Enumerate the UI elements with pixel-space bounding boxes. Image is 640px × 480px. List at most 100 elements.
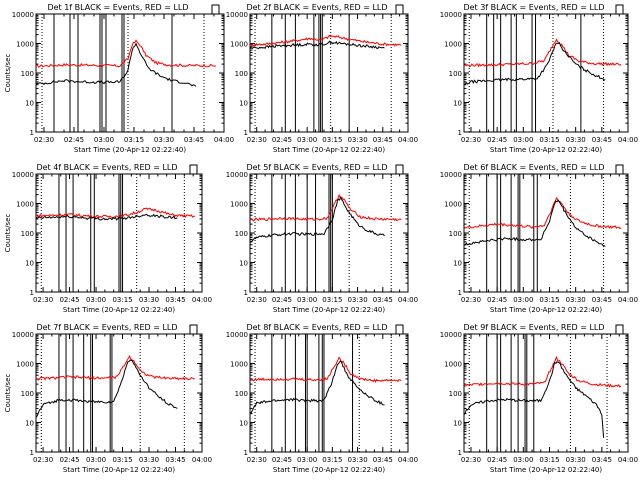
y-tick-label: 1 [30, 289, 34, 297]
x-tick-label: 02:45 [272, 456, 292, 464]
plot-frame [249, 13, 409, 133]
x-tick-label: 03:45 [592, 296, 612, 304]
y-tick-label: 1000 [230, 201, 248, 209]
x-tick-label: 03:45 [165, 456, 185, 464]
y-axis-label: Counts/sec [4, 374, 12, 413]
events-series-line [250, 360, 385, 414]
chart-panel-2: Det 2f BLACK = Events, RED = LLD 1 10 100 10… [226, 3, 418, 154]
y-tick-label: 100 [235, 390, 248, 398]
chart-panel-8: Det 8f BLACK = Events, RED = LLD 1 10 100 10… [226, 323, 418, 474]
y-axis-label: Counts/sec [4, 54, 12, 93]
x-tick-label: 04:00 [214, 136, 234, 144]
x-tick-label: 03:00 [94, 136, 114, 144]
x-tick-label: 03:45 [184, 136, 204, 144]
x-tick-label: 04:00 [398, 296, 418, 304]
y-tick-label: 10 [453, 420, 462, 428]
y-tick-label: 10 [239, 420, 248, 428]
chart-title: Det 1f BLACK = Events, RED = LLD [47, 3, 188, 12]
x-tick-label: 03:30 [566, 456, 586, 464]
y-tick-label: 10000 [440, 331, 462, 339]
y-axis-label: Counts/sec [4, 214, 12, 253]
y-tick-label: 1000 [230, 361, 248, 369]
y-tick-label: 10000 [12, 11, 34, 19]
x-tick-label: 04:00 [192, 456, 212, 464]
x-axis-label: Start Time (20-Apr-12 02:22:40) [273, 306, 385, 314]
x-tick-label: 04:00 [618, 136, 638, 144]
y-tick-label: 10000 [440, 11, 462, 19]
x-tick-label: 02:45 [272, 296, 292, 304]
corner-box-icon [395, 324, 404, 335]
lld-series-line [463, 38, 622, 68]
corner-box-icon [211, 4, 220, 15]
x-tick-label: 03:00 [86, 456, 106, 464]
y-tick-label: 100 [449, 230, 462, 238]
corner-box-icon [615, 164, 624, 175]
x-tick-label: 03:00 [513, 456, 533, 464]
x-tick-label: 03:45 [373, 456, 393, 464]
x-tick-label: 03:15 [322, 296, 342, 304]
events-series-line [35, 213, 178, 221]
y-tick-label: 1 [244, 289, 248, 297]
x-tick-label: 03:00 [86, 296, 106, 304]
y-tick-label: 10000 [12, 171, 34, 179]
x-tick-label: 03:15 [539, 136, 559, 144]
y-tick-label: 100 [449, 390, 462, 398]
y-tick-label: 1000 [16, 201, 34, 209]
x-axis-label: Start Time (20-Apr-12 02:22:40) [273, 146, 385, 154]
y-tick-label: 1 [30, 129, 34, 137]
x-tick-label: 03:15 [322, 136, 342, 144]
events-series-line [463, 361, 605, 438]
chart-title: Det 7f BLACK = Events, RED = LLD [36, 323, 177, 332]
y-tick-label: 10000 [226, 331, 248, 339]
corner-box-icon [189, 164, 198, 175]
y-tick-label: 1000 [230, 41, 248, 49]
x-tick-label: 03:30 [347, 136, 367, 144]
x-tick-label: 03:30 [139, 456, 159, 464]
x-tick-label: 02:45 [487, 456, 507, 464]
corner-box-icon [189, 324, 198, 335]
x-tick-label: 02:30 [33, 296, 53, 304]
x-tick-label: 03:30 [566, 296, 586, 304]
events-series-line [463, 199, 606, 247]
x-tick-label: 04:00 [398, 136, 418, 144]
y-tick-label: 1000 [444, 41, 462, 49]
x-tick-label: 03:30 [566, 136, 586, 144]
y-tick-label: 10000 [226, 11, 248, 19]
x-tick-label: 03:00 [297, 296, 317, 304]
y-tick-label: 1000 [16, 361, 34, 369]
x-tick-label: 02:30 [461, 136, 481, 144]
x-axis-label: Start Time (20-Apr-12 02:22:40) [273, 466, 385, 474]
y-tick-label: 10 [453, 260, 462, 268]
x-tick-label: 03:00 [513, 296, 533, 304]
x-tick-label: 02:30 [247, 136, 267, 144]
x-tick-label: 03:00 [297, 456, 317, 464]
x-tick-label: 03:00 [297, 136, 317, 144]
x-tick-label: 03:45 [165, 296, 185, 304]
x-tick-label: 03:00 [513, 136, 533, 144]
y-tick-label: 10 [25, 100, 34, 108]
x-tick-label: 02:45 [59, 456, 79, 464]
x-tick-label: 04:00 [618, 296, 638, 304]
x-axis-label: Start Time (20-Apr-12 02:22:40) [490, 466, 602, 474]
x-tick-label: 03:15 [539, 296, 559, 304]
x-tick-label: 02:45 [64, 136, 84, 144]
x-tick-label: 03:45 [592, 136, 612, 144]
plot-frame [35, 13, 225, 133]
x-tick-label: 03:15 [112, 456, 132, 464]
x-tick-label: 02:30 [461, 296, 481, 304]
x-tick-label: 02:30 [247, 296, 267, 304]
corner-box-icon [615, 324, 624, 335]
lld-series-line [35, 207, 195, 219]
chart-title: Det 9f BLACK = Events, RED = LLD [463, 323, 604, 332]
y-tick-label: 1 [458, 289, 462, 297]
chart-panel-6: Det 6f BLACK = Events, RED = LLD 1 10 100 10… [440, 163, 638, 314]
events-series-line [35, 359, 178, 418]
chart-panel-3: Det 3f BLACK = Events, RED = LLD 1 10 100 10… [440, 3, 638, 154]
x-tick-label: 02:30 [34, 136, 54, 144]
x-tick-label: 02:30 [33, 456, 53, 464]
x-tick-label: 04:00 [192, 296, 212, 304]
events-series-line [35, 42, 197, 87]
corner-box-icon [395, 4, 404, 15]
x-tick-label: 02:45 [59, 296, 79, 304]
